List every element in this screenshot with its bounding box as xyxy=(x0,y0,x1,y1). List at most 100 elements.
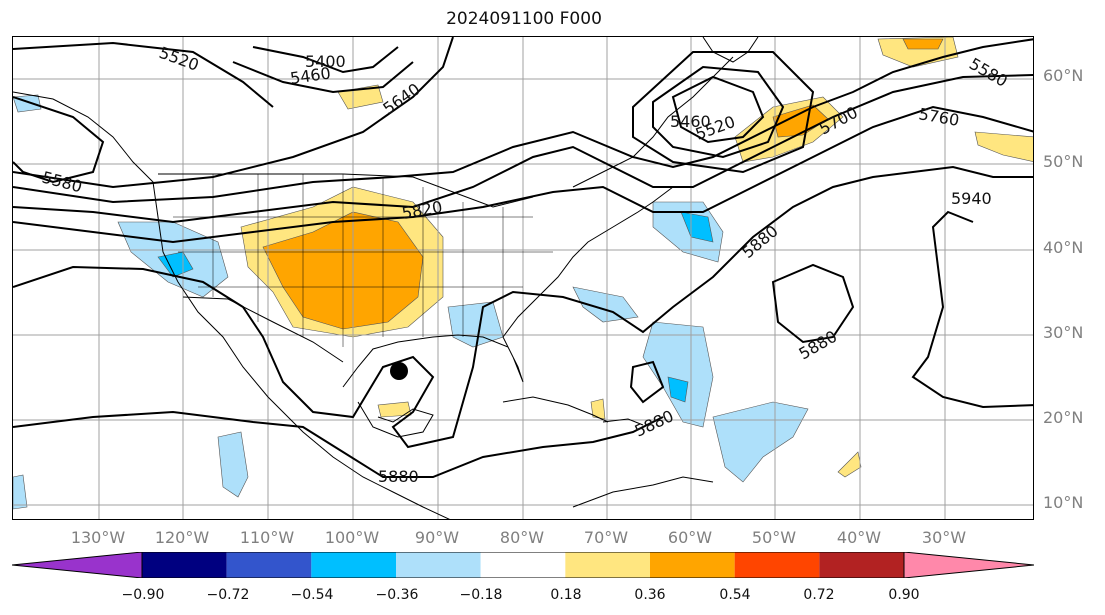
contour-label: 5580 xyxy=(966,54,1011,91)
longitude-label: 90°W xyxy=(414,528,460,547)
latitude-label: 20°N xyxy=(1043,408,1084,427)
longitude-label: 70°W xyxy=(583,528,629,547)
border-us-mexico xyxy=(182,296,344,363)
latitude-label: 40°N xyxy=(1043,238,1084,257)
negative-anomaly-pacific xyxy=(217,431,249,498)
coastline-hispaniola xyxy=(602,418,644,426)
colorbar-segment xyxy=(142,552,227,578)
coastline-south-america xyxy=(572,476,714,508)
colorbar-tick-label: 0.36 xyxy=(634,587,666,603)
longitude-label: 50°W xyxy=(751,528,797,547)
colorbar-tick-label: 0.90 xyxy=(888,587,920,603)
colorbar-segment xyxy=(226,552,312,578)
colorbar-segment xyxy=(819,552,904,578)
colorbar-tick-label: −0.18 xyxy=(459,587,503,603)
colorbar-segments xyxy=(12,552,1034,578)
contour-5520-east xyxy=(652,65,785,159)
negative-anomaly-central-atlantic-core xyxy=(667,376,689,403)
height-contours xyxy=(13,37,1033,478)
longitude-label: 100°W xyxy=(324,528,380,547)
graticule xyxy=(13,37,1033,519)
contour-5460-west xyxy=(232,61,414,94)
coastline-gulf-mexico xyxy=(342,334,524,388)
contour-label: 5940 xyxy=(951,189,992,208)
longitude-label: 60°W xyxy=(667,528,713,547)
contour-5460-east xyxy=(671,75,765,144)
negative-anomaly-tropics xyxy=(712,401,809,483)
contour-5760 xyxy=(13,105,1033,244)
coastline-canada-east xyxy=(572,56,734,188)
coastline-greenland xyxy=(702,37,759,63)
colorbar-segment xyxy=(12,552,142,578)
positive-anomaly-north-atlantic-core xyxy=(772,104,829,138)
coastline-cuba xyxy=(502,396,609,423)
contour-5580-east xyxy=(632,51,815,174)
colorbar-segment xyxy=(311,552,396,578)
contour-label: 5460 xyxy=(670,112,711,131)
contour-5400 xyxy=(252,46,399,74)
negative-anomaly-atlantic-trough xyxy=(572,286,639,323)
colorbar-tick-label: −0.54 xyxy=(290,587,334,603)
coastline-yucatan xyxy=(357,401,434,438)
contour-5880-small-loop xyxy=(629,360,665,404)
colorbar-tick-label: 0.54 xyxy=(719,587,751,603)
contour-label: 5460 xyxy=(289,63,332,87)
latitude-label: 60°N xyxy=(1043,66,1084,85)
colorbar-tick-label: −0.90 xyxy=(121,587,165,603)
colorbar xyxy=(12,552,1034,578)
colorbar-tick-label: −0.36 xyxy=(375,587,419,603)
longitude-label: 40°W xyxy=(836,528,882,547)
longitude-label: 80°W xyxy=(499,528,545,547)
contour-5880-south xyxy=(13,410,664,478)
colorbar-segment xyxy=(396,552,481,578)
contour-5640 xyxy=(13,37,454,189)
colorbar-tick-label: 0.72 xyxy=(803,587,835,603)
colorbar-tick-label: 0.18 xyxy=(550,587,582,603)
coastline-north-america-west xyxy=(13,91,450,519)
colorbar-segment xyxy=(904,552,1034,578)
colorbar-segment xyxy=(480,552,566,578)
contour-5820 xyxy=(13,74,1033,224)
longitude-label: 30°W xyxy=(921,528,967,547)
colorbar-segment xyxy=(734,552,820,578)
contour-5880-main xyxy=(13,165,1033,449)
contour-label: 5400 xyxy=(305,52,346,71)
colorbar-segment xyxy=(565,552,650,578)
positive-anomaly-atlantic-small xyxy=(837,451,862,478)
map-frame: 5520 5400 5460 5640 5460 5520 5580 5700 … xyxy=(12,36,1034,520)
positive-anomaly-caribbean xyxy=(590,398,606,420)
border-us-canada xyxy=(158,173,534,208)
negative-anomaly-south-edge xyxy=(13,474,28,510)
map-title: 2024091100 F000 xyxy=(446,9,602,29)
longitude-label: 130°W xyxy=(70,528,126,547)
contour-label: 5880 xyxy=(632,406,677,440)
contour-label: 5520 xyxy=(157,43,202,75)
latitude-label: 30°N xyxy=(1043,323,1084,342)
positive-anomaly-gulf xyxy=(377,401,412,418)
negative-anomaly-southeast xyxy=(447,301,504,348)
negative-anomaly-central-atlantic xyxy=(642,321,714,428)
positive-anomaly-greenland-core xyxy=(902,38,944,50)
colorbar-tick-label: −0.72 xyxy=(206,587,250,603)
colorbar-segment xyxy=(650,552,735,578)
longitude-label: 110°W xyxy=(239,528,295,547)
latitude-label: 10°N xyxy=(1043,493,1084,512)
contour-5700 xyxy=(13,38,1033,204)
contour-label: 5880 xyxy=(378,467,419,486)
latitude-label: 50°N xyxy=(1043,152,1084,171)
contour-5880-loop xyxy=(771,263,855,344)
map-canvas: 5520 5400 5460 5640 5460 5520 5580 5700 … xyxy=(13,37,1033,519)
contour-5580-west xyxy=(13,96,105,184)
contour-label: 5880 xyxy=(796,327,841,364)
colorbar-outline xyxy=(141,552,905,578)
positive-anomaly-east-atlantic xyxy=(974,131,1033,162)
contour-label: 5760 xyxy=(917,104,960,130)
coastline-east-us xyxy=(502,186,674,338)
tropical-storm-marker xyxy=(390,362,408,380)
coastlines xyxy=(13,37,759,519)
contour-5520-west xyxy=(13,41,274,108)
longitude-label: 120°W xyxy=(154,528,210,547)
contour-5940 xyxy=(911,210,1033,409)
negative-anomaly-west-us-core xyxy=(157,251,194,278)
negative-anomaly-new-england-core xyxy=(680,211,714,243)
